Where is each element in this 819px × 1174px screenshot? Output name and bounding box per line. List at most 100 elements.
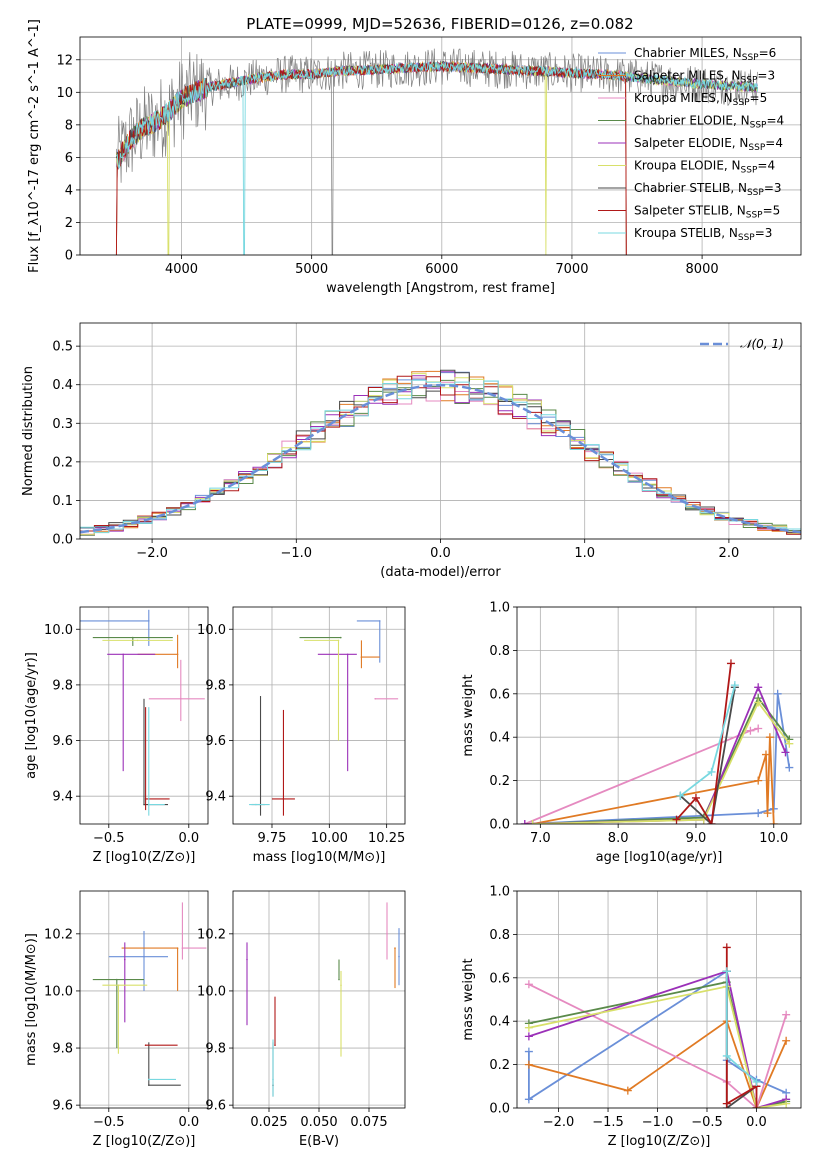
normal-reference-curve xyxy=(80,383,801,534)
weight-marker xyxy=(785,763,794,772)
x-axis-label: Z [log10(Z/Z⊙)] xyxy=(93,850,196,865)
weight-marker xyxy=(754,698,763,707)
data-point xyxy=(282,798,285,800)
y-tick-label: 0.4 xyxy=(489,1015,510,1030)
y-tick-label: 9.6 xyxy=(205,1099,226,1114)
data-point xyxy=(148,1078,150,1081)
y-tick-label: 10.0 xyxy=(197,623,226,638)
legend-label: Kroupa STELIB, NSSP=3 xyxy=(634,226,772,243)
y-tick-label: 9.6 xyxy=(205,734,226,749)
residuals-frame xyxy=(79,322,802,540)
y-tick-label: 9.8 xyxy=(205,678,226,693)
weight-marker xyxy=(672,815,681,824)
weight-marker xyxy=(528,820,537,824)
x-tick-label: 10.00 xyxy=(311,831,348,846)
weight-marker xyxy=(524,980,533,989)
x-tick-label: 2.0 xyxy=(719,546,740,561)
legend-label: Salpeter STELIB, NSSP=5 xyxy=(634,204,780,221)
x-tick-label: 7000 xyxy=(555,262,588,277)
data-point xyxy=(180,698,182,700)
x-tick-label: 10.25 xyxy=(368,831,405,846)
x-axis-label: mass [log10(M/M⊙)] xyxy=(253,850,386,865)
x-tick-label: 0.0 xyxy=(178,1115,199,1130)
weight-marker xyxy=(769,820,778,824)
legend-label: Salpeter MILES, NSSP=3 xyxy=(634,69,775,86)
data-point xyxy=(374,698,376,700)
weight-line xyxy=(528,985,787,1108)
legend-label: Kroupa ELODIE, NSSP=4 xyxy=(634,159,775,176)
weight-marker xyxy=(761,750,770,759)
data-point xyxy=(132,636,134,639)
legend-label: Chabrier MILES, NSSP=6 xyxy=(634,46,776,63)
y-tick-label: 0.6 xyxy=(489,971,510,986)
y-axis-label: age [log10(age/yr)] xyxy=(24,652,39,779)
weight-marker xyxy=(763,809,772,818)
weight-marker xyxy=(722,1099,731,1108)
y-tick-label: 12 xyxy=(56,53,73,68)
legend-label: Chabrier STELIB, NSSP=3 xyxy=(634,181,782,198)
weight-marker xyxy=(730,681,739,690)
x-tick-label: 9.0 xyxy=(686,831,707,846)
x-tick-label: 10.0 xyxy=(759,831,788,846)
legend-label: Kroupa MILES, NSSP=5 xyxy=(634,91,767,108)
weight-line xyxy=(524,693,791,824)
age_vs_mass-panel xyxy=(229,606,406,828)
model-spectrum-line xyxy=(115,61,627,255)
mass_vs_ebv-frame xyxy=(232,890,406,1109)
weight_vs_Z-frame xyxy=(516,890,802,1109)
weight-marker xyxy=(785,739,794,748)
y-tick-label: 0.4 xyxy=(489,731,510,746)
weight-marker xyxy=(781,748,790,757)
data-point xyxy=(378,620,381,622)
data-point xyxy=(148,803,150,806)
weight-marker xyxy=(754,683,763,692)
weight-marker xyxy=(707,767,716,776)
data-point xyxy=(136,639,139,642)
age_vs_mass-plot-area xyxy=(249,620,399,816)
y-tick-label: 10.0 xyxy=(44,984,73,999)
y-tick-label: 10.0 xyxy=(197,984,226,999)
y-tick-label: 4 xyxy=(65,183,73,198)
weight_vs_Z-panel xyxy=(513,890,802,1112)
data-point xyxy=(181,947,184,949)
data-point xyxy=(255,803,257,806)
y-tick-label: 0.2 xyxy=(489,774,510,789)
mass_vs_Z-plot-area xyxy=(92,902,207,1086)
x-tick-label: −1.0 xyxy=(642,1115,674,1130)
data-point xyxy=(122,653,124,656)
weight-marker xyxy=(773,689,782,698)
y-axis-label: mass weight xyxy=(461,958,476,1040)
weight-marker xyxy=(524,1060,533,1069)
spectrum-panel: Chabrier MILES, NSSP=6 Salpeter MILES, NS… xyxy=(76,36,802,259)
data-point xyxy=(143,955,145,958)
weight_vs_age-panel xyxy=(513,606,802,828)
x-tick-label: 7.0 xyxy=(530,831,551,846)
y-tick-label: 1.0 xyxy=(489,601,510,616)
data-point xyxy=(346,653,349,656)
residuals-plot-area xyxy=(80,369,801,536)
weight-marker xyxy=(765,733,774,742)
weight_vs_age-frame xyxy=(516,606,802,825)
weight_vs_age-plot-area xyxy=(520,659,794,824)
data-point xyxy=(117,984,120,987)
residual-histogram xyxy=(80,379,801,534)
y-tick-label: 0.2 xyxy=(52,455,73,470)
data-point xyxy=(176,653,179,656)
residuals-panel xyxy=(76,322,802,543)
figure-title: PLATE=0999, MJD=52636, FIBERID=0126, z=0… xyxy=(246,15,633,33)
weight-marker xyxy=(623,1086,632,1095)
mass_vs_Z-panel xyxy=(76,890,209,1112)
weight-marker xyxy=(722,943,731,952)
x-axis-label: E(B-V) xyxy=(299,1134,339,1149)
data-point xyxy=(176,947,179,949)
data-point xyxy=(338,978,340,981)
y-tick-label: 10.2 xyxy=(197,927,226,942)
x-axis-label: wavelength [Angstrom, rest frame] xyxy=(326,281,555,296)
weight-marker xyxy=(722,1051,731,1060)
y-tick-label: 9.8 xyxy=(52,678,73,693)
y-tick-label: 0.4 xyxy=(52,378,73,393)
data-point xyxy=(116,978,118,981)
y-tick-label: 0.1 xyxy=(52,494,73,509)
data-point xyxy=(148,1084,150,1086)
weight-marker xyxy=(707,820,716,824)
